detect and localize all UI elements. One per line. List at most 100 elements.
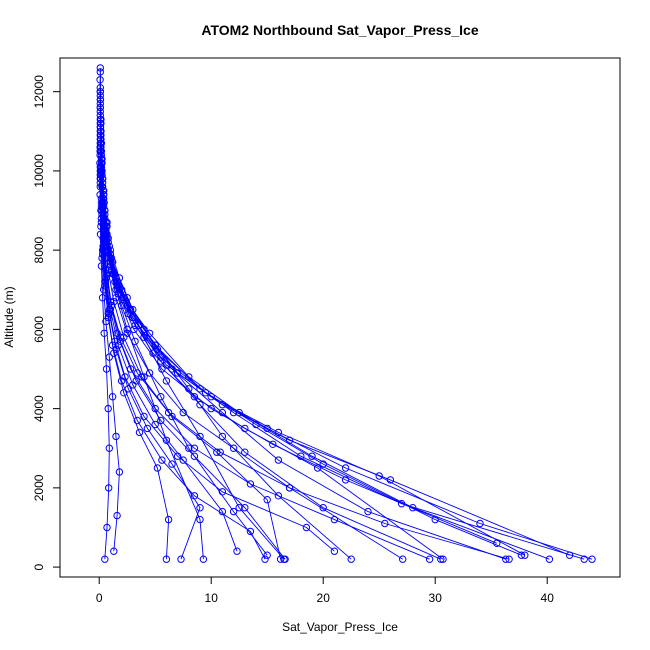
data-point [399, 555, 407, 563]
series-10 [96, 107, 596, 563]
data-point [162, 555, 171, 563]
data-point [505, 555, 513, 563]
series-14 [96, 123, 501, 547]
x-tick-label: 30 [429, 591, 443, 605]
data-point [129, 381, 137, 389]
series-15 [96, 127, 407, 563]
data-point [96, 91, 105, 100]
data-point [164, 515, 173, 524]
series-line [99, 170, 510, 560]
data-point [285, 484, 294, 492]
data-point [138, 373, 146, 381]
y-axis: 0 2000 4000 6000 8000 10000 12000 [32, 75, 61, 570]
plot-frame [59, 57, 621, 578]
x-tick-label: 10 [205, 591, 219, 605]
data-point [151, 420, 159, 429]
data-point [96, 131, 105, 140]
data-point [476, 519, 484, 528]
data-point [96, 135, 105, 143]
data-point [190, 492, 199, 500]
y-axis-label: Altitude (m) [2, 286, 16, 347]
data-point [96, 151, 104, 159]
data-point [126, 365, 135, 373]
x-tick-label: 40 [541, 591, 555, 605]
data-point [196, 515, 204, 524]
series-line [99, 107, 522, 556]
data-point [261, 555, 269, 563]
data-point [241, 504, 249, 512]
data-point [107, 301, 116, 310]
chart-title: ATOM2 Northbound Sat_Vapor_Press_Ice [201, 22, 478, 38]
data-point [157, 416, 165, 425]
data-point [103, 270, 111, 278]
data-point [96, 147, 104, 155]
data-point [96, 175, 105, 183]
series-8 [96, 99, 554, 563]
data-point [96, 163, 105, 171]
data-point [229, 507, 238, 516]
data-point [347, 555, 355, 563]
data-point [319, 460, 327, 468]
x-tick-label: 0 [96, 591, 103, 605]
series-line [99, 131, 403, 560]
series-line [99, 135, 282, 560]
x-axis-label: Sat_Vapor_Press_Ice [282, 620, 398, 634]
series-line [99, 95, 506, 560]
series-line [99, 67, 204, 560]
data-point [196, 401, 204, 409]
y-tick-label: 8000 [32, 236, 46, 263]
y-tick-label: 2000 [32, 474, 46, 501]
data-point [96, 64, 105, 72]
data-point [302, 523, 311, 532]
data-point [164, 408, 173, 417]
data-point [409, 504, 417, 512]
data-point [96, 95, 105, 104]
data-point [97, 202, 106, 211]
data-point [364, 507, 372, 516]
data-point [96, 159, 104, 167]
data-point [108, 341, 117, 349]
data-point [565, 551, 574, 559]
data-point [233, 547, 241, 555]
y-tick-label: 4000 [32, 395, 46, 422]
data-point [120, 389, 128, 397]
data-point [105, 444, 114, 452]
data-point [425, 555, 434, 563]
series-line [99, 123, 570, 556]
data-point [341, 476, 350, 484]
data-point [437, 555, 445, 563]
data-point [319, 504, 327, 512]
data-point [96, 76, 104, 84]
data-point [96, 107, 105, 116]
data-point [190, 393, 199, 401]
data-point [158, 456, 166, 464]
y-tick-label: 0 [32, 563, 46, 570]
series-25 [96, 171, 339, 555]
data-point [96, 115, 105, 124]
data-point [133, 416, 142, 425]
series-line [99, 127, 497, 544]
data-point [173, 452, 182, 460]
data-point [96, 171, 105, 179]
data-point [100, 238, 108, 246]
data-point [285, 436, 294, 444]
data-point [218, 401, 227, 409]
data-point [235, 504, 243, 512]
data-point [269, 440, 277, 448]
series-line [99, 103, 550, 560]
data-point [106, 262, 115, 270]
data-point [218, 488, 227, 496]
data-point [102, 365, 111, 373]
data-point [330, 515, 339, 524]
data-point [108, 393, 117, 401]
data-point [153, 464, 162, 472]
data-point [101, 278, 109, 286]
data-point [207, 393, 215, 401]
data-point [96, 230, 105, 239]
data-point [196, 504, 204, 512]
data-point [190, 444, 199, 452]
y-tick-label: 12000 [32, 75, 46, 109]
data-point [113, 511, 121, 520]
data-point [207, 404, 215, 413]
